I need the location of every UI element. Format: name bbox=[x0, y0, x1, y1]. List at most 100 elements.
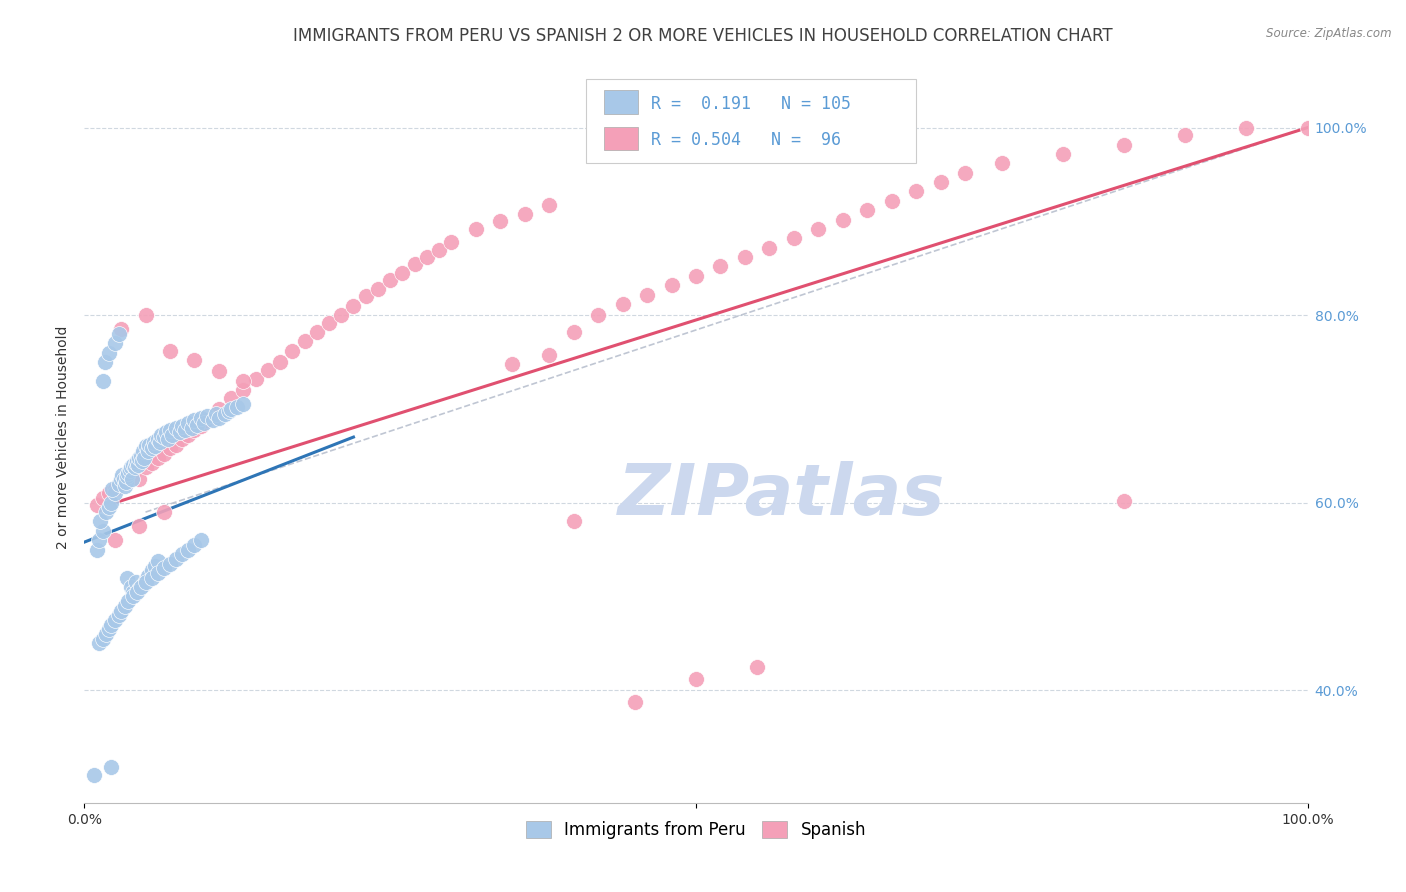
Point bbox=[89, 515, 111, 529]
Text: ZIPatlas: ZIPatlas bbox=[617, 461, 945, 530]
Point bbox=[232, 397, 254, 411]
Point bbox=[991, 156, 1014, 170]
Point bbox=[208, 401, 231, 416]
Point bbox=[104, 613, 127, 627]
Point bbox=[354, 289, 377, 303]
Point bbox=[110, 472, 132, 486]
Point bbox=[636, 287, 658, 301]
Point bbox=[146, 450, 169, 465]
Point bbox=[150, 428, 173, 442]
Point bbox=[136, 569, 159, 583]
Point bbox=[87, 533, 110, 548]
Point bbox=[1114, 137, 1136, 152]
Point bbox=[905, 185, 928, 199]
Point bbox=[115, 469, 138, 483]
Point bbox=[173, 423, 195, 437]
Point bbox=[121, 472, 143, 486]
Point bbox=[162, 428, 184, 442]
Point bbox=[831, 212, 853, 227]
Point bbox=[747, 660, 769, 674]
Point bbox=[856, 203, 879, 218]
Point bbox=[758, 241, 780, 255]
Point bbox=[122, 590, 145, 604]
Point bbox=[117, 466, 139, 480]
Point bbox=[143, 440, 166, 454]
Point bbox=[201, 413, 224, 427]
Point bbox=[318, 316, 340, 330]
Point bbox=[177, 542, 200, 557]
Point bbox=[104, 336, 127, 351]
Point bbox=[183, 353, 205, 368]
Point bbox=[195, 413, 218, 427]
Point bbox=[232, 374, 254, 388]
Point bbox=[125, 584, 148, 599]
Point bbox=[214, 407, 236, 421]
Point bbox=[135, 308, 157, 322]
Point bbox=[257, 362, 280, 376]
Point bbox=[172, 418, 194, 433]
Point bbox=[107, 608, 129, 623]
Point bbox=[165, 420, 187, 434]
Point bbox=[101, 482, 124, 496]
Point bbox=[562, 515, 585, 529]
Point bbox=[104, 482, 127, 496]
Point bbox=[96, 627, 118, 641]
Point bbox=[1114, 493, 1136, 508]
Text: IMMIGRANTS FROM PERU VS SPANISH 2 OR MORE VEHICLES IN HOUSEHOLD CORRELATION CHAR: IMMIGRANTS FROM PERU VS SPANISH 2 OR MOR… bbox=[294, 27, 1112, 45]
Point bbox=[141, 563, 163, 577]
Point bbox=[502, 357, 524, 371]
Point bbox=[155, 425, 177, 440]
Point bbox=[1236, 120, 1258, 135]
Point bbox=[132, 578, 155, 592]
Point bbox=[110, 322, 132, 336]
Point bbox=[110, 475, 132, 489]
Point bbox=[141, 442, 163, 456]
Point bbox=[1052, 147, 1074, 161]
Point bbox=[100, 496, 122, 510]
Point bbox=[1296, 120, 1319, 135]
Point bbox=[120, 580, 142, 594]
Point bbox=[193, 416, 215, 430]
Point bbox=[146, 566, 169, 580]
Point bbox=[135, 575, 157, 590]
Legend: Immigrants from Peru, Spanish: Immigrants from Peru, Spanish bbox=[519, 814, 873, 846]
Point bbox=[513, 207, 536, 221]
Point bbox=[624, 694, 647, 708]
Point bbox=[124, 460, 146, 475]
Point bbox=[153, 447, 176, 461]
Point bbox=[685, 672, 707, 686]
Point bbox=[135, 460, 157, 475]
Point bbox=[208, 364, 231, 378]
Point bbox=[122, 584, 145, 599]
Point bbox=[143, 559, 166, 574]
Point bbox=[91, 524, 114, 538]
FancyBboxPatch shape bbox=[586, 78, 917, 163]
Point bbox=[159, 442, 181, 456]
Point bbox=[709, 260, 731, 274]
Point bbox=[132, 444, 155, 458]
Point bbox=[186, 417, 208, 432]
Point bbox=[141, 571, 163, 585]
Point bbox=[190, 533, 212, 548]
Point bbox=[128, 519, 150, 533]
Point bbox=[404, 257, 426, 271]
Point bbox=[190, 418, 212, 433]
Point bbox=[427, 243, 450, 257]
Point bbox=[100, 617, 122, 632]
Point bbox=[153, 561, 176, 575]
Point bbox=[391, 266, 413, 280]
Point bbox=[245, 372, 267, 386]
Point bbox=[149, 434, 172, 449]
Point bbox=[146, 554, 169, 568]
Point bbox=[294, 334, 316, 349]
Point bbox=[153, 505, 176, 519]
Point bbox=[685, 268, 707, 283]
Point bbox=[122, 458, 145, 473]
FancyBboxPatch shape bbox=[605, 127, 638, 151]
Point bbox=[128, 450, 150, 465]
Text: R = 0.504   N =  96: R = 0.504 N = 96 bbox=[651, 131, 841, 149]
Point bbox=[86, 542, 108, 557]
Point bbox=[440, 235, 463, 249]
Point bbox=[586, 308, 609, 322]
Point bbox=[97, 500, 120, 515]
